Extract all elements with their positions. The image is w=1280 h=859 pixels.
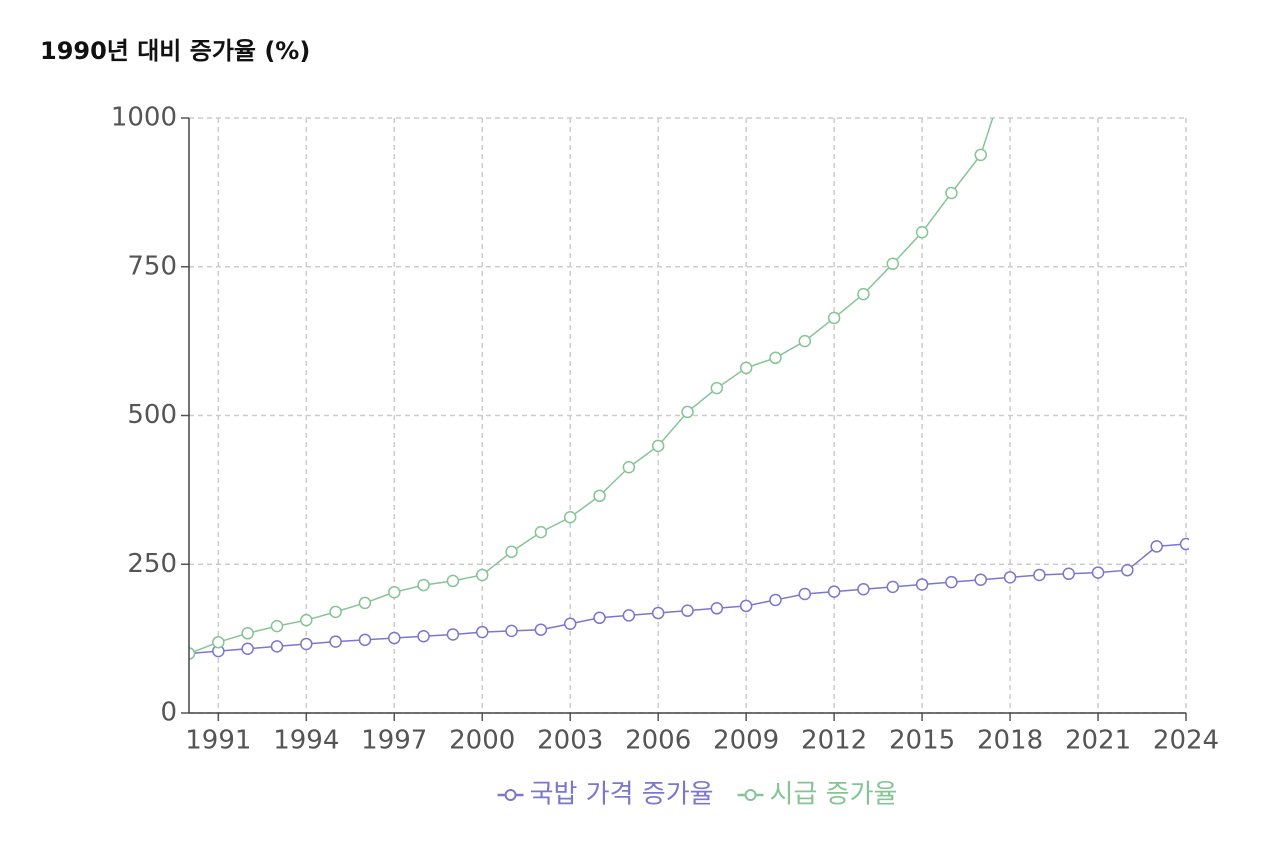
legend-swatch-dot	[504, 789, 517, 801]
point	[212, 635, 225, 649]
point	[651, 439, 665, 453]
x-tick-label: 2009	[713, 726, 779, 756]
point	[974, 573, 987, 586]
point	[358, 596, 372, 610]
point	[475, 625, 489, 639]
legend-label: 시급 증가율	[770, 780, 898, 810]
point	[1033, 568, 1046, 582]
point	[593, 611, 606, 625]
point	[241, 642, 254, 655]
point	[189, 647, 196, 660]
chart-title: 1990년 대비 증가율 (%)	[40, 37, 310, 65]
point	[974, 148, 987, 162]
point	[1121, 563, 1134, 577]
point	[1005, 59, 1016, 70]
point	[798, 334, 812, 348]
point	[857, 287, 870, 301]
point	[739, 599, 753, 613]
point	[798, 587, 812, 601]
point	[358, 633, 372, 647]
point	[710, 602, 724, 615]
point	[446, 574, 460, 588]
legend-swatch-dot	[744, 789, 757, 801]
point	[945, 186, 958, 200]
point	[681, 604, 694, 617]
point	[475, 568, 489, 582]
point	[769, 351, 782, 365]
point	[505, 545, 518, 559]
point	[915, 578, 929, 591]
y-tick-label: 0	[160, 698, 177, 728]
point	[622, 609, 636, 622]
point	[857, 582, 870, 596]
point	[915, 225, 929, 239]
point	[1091, 566, 1105, 579]
point	[300, 637, 313, 651]
x-tick-label: 2015	[889, 726, 955, 756]
point	[563, 617, 577, 630]
point	[1062, 567, 1075, 581]
legend: 국밥 가격 증가율 시급 증가율	[497, 780, 898, 810]
y-tick-label: 750	[127, 251, 177, 281]
point	[886, 580, 900, 594]
x-tick-label: 2012	[801, 726, 867, 756]
point	[1003, 571, 1017, 584]
x-tick-label: 2006	[625, 726, 691, 756]
point	[417, 578, 430, 592]
point	[300, 613, 313, 627]
point	[241, 627, 254, 640]
series-line	[189, 118, 994, 655]
x-tick-label: 2021	[1065, 726, 1131, 756]
point	[593, 489, 606, 503]
point	[769, 593, 782, 607]
y-tick-label: 500	[127, 400, 177, 430]
point	[886, 257, 900, 271]
y-tick-label: 250	[127, 549, 177, 579]
point	[827, 585, 841, 598]
x-tick-label: 2018	[977, 726, 1043, 756]
x-tick-label: 2003	[537, 726, 603, 756]
y-tick-label: 1000	[111, 103, 177, 133]
x-tick-label: 2000	[449, 726, 515, 756]
point	[270, 640, 284, 653]
point	[270, 619, 284, 633]
point	[622, 461, 636, 474]
point	[388, 631, 401, 645]
point	[827, 311, 841, 325]
point	[534, 623, 548, 636]
point	[329, 605, 342, 619]
x-tick-label: 1991	[185, 726, 251, 756]
point	[651, 606, 665, 620]
point	[446, 628, 460, 641]
x-tick-label: 1997	[361, 726, 427, 756]
x-tick-label: 1994	[273, 726, 339, 756]
point	[329, 635, 342, 648]
point	[417, 629, 430, 643]
point	[710, 381, 724, 395]
x-tick-label: 2024	[1153, 726, 1219, 756]
point	[505, 624, 518, 638]
point	[1150, 540, 1163, 553]
point	[739, 361, 753, 375]
point	[388, 585, 401, 599]
point	[1179, 537, 1189, 551]
point	[534, 525, 548, 539]
legend-label: 국밥 가격 증가율	[530, 780, 714, 810]
point	[563, 510, 577, 524]
point	[945, 575, 958, 589]
point	[681, 405, 694, 419]
